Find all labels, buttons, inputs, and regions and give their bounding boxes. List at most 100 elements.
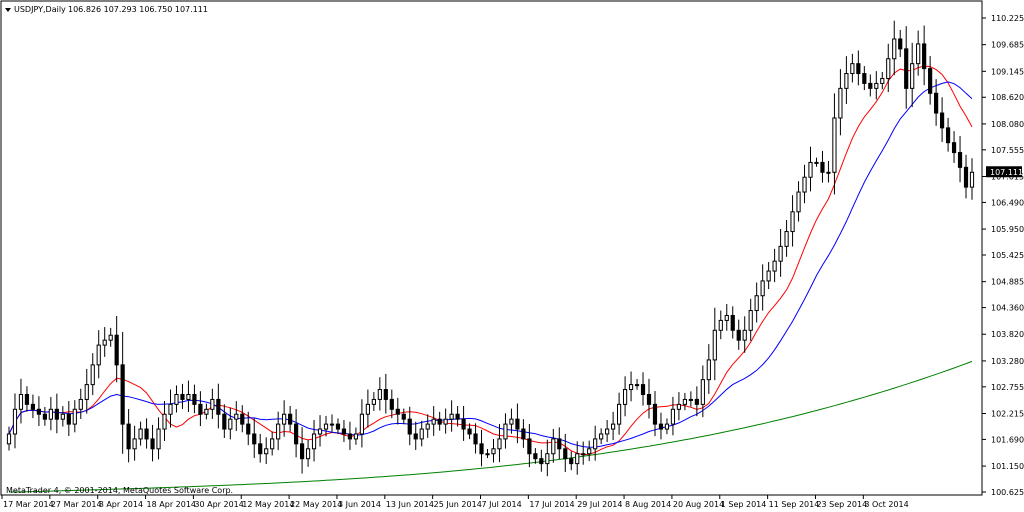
candle-body-bull (748, 310, 753, 331)
candle (30, 394, 36, 419)
ma-line-1 (8, 65, 973, 456)
candle (419, 420, 424, 447)
plot-area[interactable] (0, 0, 983, 496)
symbol-label: USDJPY,Daily (14, 5, 66, 14)
candle (682, 392, 687, 411)
candle-body-bull (545, 453, 550, 465)
time-tick-label: 25 Jun 2014 (434, 500, 482, 509)
price-tick-label: 105.425 (991, 251, 1024, 260)
candle (545, 439, 550, 477)
candle-body-bull (587, 448, 592, 455)
candle (539, 449, 544, 472)
candle-body-bull (916, 43, 921, 65)
candle (443, 408, 448, 434)
candle-body-bull (611, 423, 616, 430)
candle-body-bear (258, 443, 263, 455)
candle-body-bull (78, 398, 83, 410)
time-tick-label: 8 Apr 2014 (99, 500, 143, 509)
candle-body-bear (42, 413, 47, 420)
candle (784, 219, 789, 257)
candle-body-bull (419, 428, 424, 440)
candle (246, 411, 251, 446)
candle (916, 30, 921, 76)
candle-body-bear (515, 418, 520, 430)
candle (222, 404, 227, 439)
candle (60, 406, 65, 427)
time-tick-label: 22 May 2014 (290, 500, 342, 509)
price-tick-label: 101.690 (991, 435, 1024, 444)
candle (479, 429, 484, 467)
candle (72, 400, 77, 433)
candle-body-bear (222, 413, 227, 430)
candle (317, 415, 323, 447)
candle (928, 56, 933, 105)
candle (634, 379, 640, 390)
price-tick-label: 105.950 (991, 225, 1024, 234)
candle (84, 368, 89, 414)
price-tick-label: 100.625 (991, 488, 1024, 497)
candle (575, 441, 580, 475)
candle-body-bear (461, 418, 466, 430)
candle-body-bear (652, 403, 658, 425)
candle (359, 399, 365, 448)
candle (204, 403, 209, 420)
candle (730, 306, 735, 339)
candle (36, 396, 42, 427)
candle-body-bear (473, 433, 478, 445)
candle-body-bull (706, 359, 711, 381)
candle-body-bull (174, 393, 179, 405)
candle (934, 79, 939, 126)
candle-body-bear (30, 403, 36, 410)
candle-body-bull (724, 314, 729, 321)
candle-body-bear (66, 413, 71, 425)
candle-body-bear (198, 403, 203, 415)
candle (102, 327, 107, 357)
dropdown-arrow-icon[interactable] (5, 8, 11, 12)
candle-body-bull (90, 364, 95, 386)
candle (264, 437, 269, 465)
candle-body-bull (60, 413, 65, 420)
candle (162, 400, 167, 441)
candle-body-bear (539, 458, 544, 465)
candle (425, 414, 430, 438)
price-tick-label: 108.620 (991, 93, 1024, 102)
candle-body-bull (425, 423, 430, 430)
candle (198, 391, 203, 427)
price-tick-label: 101.150 (991, 462, 1024, 471)
candle-body-bear (192, 393, 197, 405)
candle-body-bull (317, 428, 323, 435)
candle (646, 378, 652, 419)
candle-body-bull (102, 339, 107, 346)
candle (628, 371, 634, 402)
candle (748, 298, 753, 341)
candle (658, 412, 664, 440)
candle-body-bull (377, 389, 382, 400)
candle (467, 423, 472, 440)
candle (120, 331, 125, 454)
candle-body-bear (862, 73, 867, 84)
candle-body-bull (270, 438, 275, 450)
candle (951, 131, 957, 163)
candle (473, 423, 478, 454)
candle-body-bear (820, 161, 825, 173)
candle (605, 420, 610, 443)
candle-body-bull (790, 211, 795, 233)
candle (407, 406, 412, 446)
price-tick-label: 103.820 (991, 330, 1024, 339)
candle (156, 417, 161, 460)
candle (258, 433, 263, 463)
candle-body-bear (928, 68, 933, 94)
candle-body-bear (868, 82, 873, 89)
candle (826, 160, 831, 183)
time-tick-label: 12 May 2014 (242, 500, 294, 509)
candle (18, 378, 24, 424)
candle (886, 43, 891, 92)
candle (485, 448, 490, 459)
time-tick-label: 18 Apr 2014 (147, 500, 196, 509)
candle (144, 418, 149, 449)
candle (66, 401, 71, 436)
candle-body-bear (730, 314, 735, 331)
candle-body-bear (335, 423, 341, 430)
